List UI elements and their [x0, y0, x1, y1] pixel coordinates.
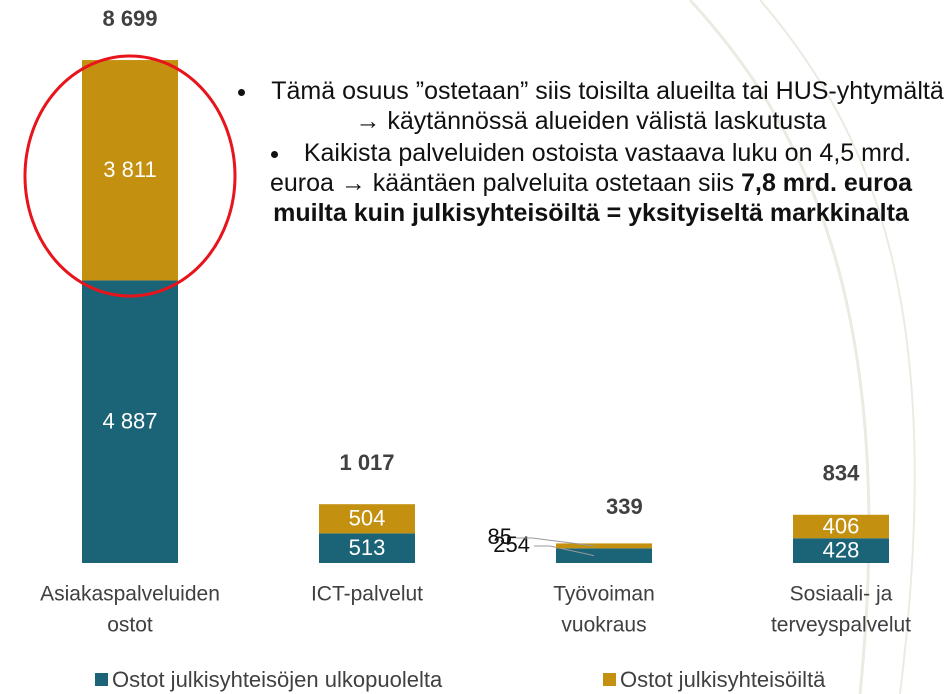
annotation-text: Tämä osuus ”ostetaan” siis toisilta alue…	[271, 77, 944, 135]
total-label: 834	[823, 461, 860, 486]
highlight-ellipse	[23, 54, 237, 298]
x-tick-label: Työvoiman	[553, 583, 655, 606]
total-label: 339	[606, 494, 643, 519]
leader-line	[516, 537, 595, 547]
bar-segment	[556, 543, 652, 549]
x-tick-label: Sosiaali- ja	[790, 583, 893, 606]
x-tick-label: terveyspalvelut	[771, 614, 911, 637]
x-tick-label: ostot	[107, 614, 153, 637]
legend-swatch	[603, 673, 616, 686]
x-tick-label: ICT-palvelut	[311, 583, 423, 606]
legend-swatch	[95, 673, 108, 686]
annotation-list: Tämä osuus ”ostetaan” siis toisilta alue…	[236, 76, 946, 228]
value-label: 504	[349, 506, 386, 531]
decoration	[759, 0, 916, 694]
bar-segment	[82, 60, 178, 281]
legend-label: Ostot julkisyhteisöiltä	[620, 667, 826, 692]
bar-segment	[556, 548, 652, 563]
annotation-text: 7,8 mrd. euroa muilta kuin julkisyhteisö…	[273, 169, 913, 227]
value-label: 406	[823, 513, 860, 538]
value-label: 4 887	[102, 409, 157, 434]
total-label: 8 699	[102, 6, 157, 31]
bar-segment	[793, 538, 889, 563]
total-label: 1 017	[339, 450, 394, 475]
value-label: 254	[493, 532, 530, 557]
leader-line	[534, 545, 595, 557]
bar-segment	[319, 533, 415, 563]
bar-segment	[793, 514, 889, 539]
value-label: 428	[823, 537, 860, 562]
legend-label: Ostot julkisyhteisöjen ulkopuolelta	[112, 667, 443, 692]
bar-segment	[319, 504, 415, 534]
value-label: 513	[349, 535, 386, 560]
annotation-text: Kaikista palveluiden ostoista vastaava l…	[269, 139, 912, 197]
annotation-bullet: Kaikista palveluiden ostoista vastaava l…	[236, 138, 946, 228]
annotation: Tämä osuus ”ostetaan” siis toisilta alue…	[236, 76, 946, 230]
bar-segment	[82, 280, 178, 563]
x-tick-label: Asiakaspalveluiden	[40, 583, 220, 606]
annotation-bullet: Tämä osuus ”ostetaan” siis toisilta alue…	[236, 76, 946, 136]
value-label: 85	[488, 524, 512, 549]
x-tick-label: vuokraus	[561, 614, 646, 637]
value-label: 3 811	[103, 157, 156, 182]
